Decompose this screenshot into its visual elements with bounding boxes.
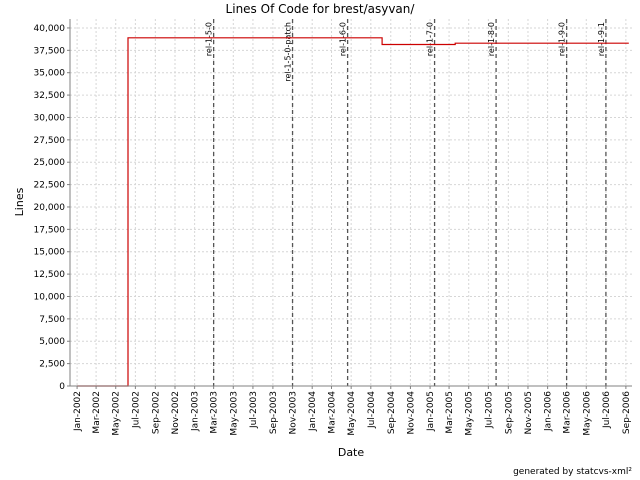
x-tick-label: Sep-2003 (269, 391, 279, 434)
y-tick-label: 0 (59, 382, 65, 392)
release-marker-label: rel-1-9-0 (558, 22, 567, 56)
axes: 0 2,500 5,000 7,500 10,000 12,500 15,000 17,500… (34, 19, 632, 436)
x-tick-label: May-2002 (112, 391, 122, 436)
x-tick-label: May-2005 (465, 391, 475, 436)
y-tick-label: 37,500 (34, 46, 66, 56)
x-tick-label: Jul-2004 (367, 391, 377, 429)
grid (70, 19, 632, 387)
x-tick-label: Sep-2002 (151, 391, 161, 434)
y-tick-label: 17,500 (34, 225, 66, 235)
y-tick-label: 32,500 (34, 91, 66, 101)
x-axis-title: Date (338, 446, 365, 459)
release-marker-label: rel-1-6-0 (339, 22, 348, 56)
y-tick-label: 35,000 (34, 69, 66, 79)
y-tick-label: 30,000 (34, 113, 66, 123)
x-tick-label: May-2003 (229, 391, 239, 436)
x-tick-label: Jul-2003 (249, 391, 259, 429)
chart-title: Lines Of Code for brest/asyvan/ (226, 2, 416, 16)
x-tick-label: Jan-2002 (73, 391, 83, 432)
x-tick-label: Nov-2005 (524, 391, 534, 434)
y-tick-label: 22,500 (34, 181, 66, 191)
release-marker-label: rel-1-7-0 (426, 22, 435, 56)
x-tick-label: Jul-2006 (602, 391, 612, 429)
x-tick-label: May-2004 (347, 391, 357, 436)
x-tick-label: Mar-2002 (92, 391, 102, 434)
y-tick-label: 10,000 (34, 292, 66, 302)
plot-area (70, 19, 632, 386)
x-tick-label: Sep-2006 (622, 391, 632, 434)
release-markers: rel-1-5-0 rel-1-5-0-patch rel-1-6-0 rel-1-7… (205, 19, 607, 386)
series-lines (77, 37, 629, 387)
x-tick-label: Jan-2005 (426, 391, 436, 432)
y-tick-label: 20,000 (34, 203, 66, 213)
y-tick-label: 7,500 (39, 315, 65, 325)
x-tick-label: Nov-2003 (289, 391, 299, 434)
release-marker-label: rel-1-5-0-patch (284, 22, 293, 82)
x-tick-label: Sep-2004 (387, 391, 397, 434)
x-tick-label: May-2006 (582, 391, 592, 436)
y-axis-title: Lines (13, 187, 26, 216)
y-tick-label: 2,500 (39, 360, 65, 370)
release-marker-label: rel-1-5-0 (205, 22, 214, 56)
x-tick-label: Nov-2004 (406, 391, 416, 435)
x-tick-label: Jul-2005 (484, 391, 494, 429)
lines-series-line (77, 37, 629, 387)
x-tick-label: Jan-2003 (191, 391, 201, 432)
release-marker-label: rel-1-9-1 (597, 22, 606, 56)
x-tick-label: Mar-2006 (563, 391, 573, 434)
generator-footer: generated by statcvs-xml² (513, 467, 632, 477)
y-tick-label: 5,000 (39, 337, 65, 347)
y-tick-label: 25,000 (34, 158, 66, 168)
x-tick-label: Mar-2003 (210, 391, 220, 434)
y-tick-label: 27,500 (34, 136, 66, 146)
y-tick-label: 15,000 (34, 248, 66, 258)
x-tick-label: Mar-2005 (445, 391, 455, 434)
x-tick-label: Jul-2002 (131, 391, 141, 429)
y-tick-label: 12,500 (34, 270, 66, 280)
x-tick-label: Jan-2006 (544, 391, 554, 432)
x-tick-label: Mar-2004 (328, 391, 338, 434)
release-marker-label: rel-1-8-0 (487, 22, 496, 56)
x-tick-label: Sep-2005 (504, 391, 514, 434)
y-tick-label: 40,000 (34, 24, 66, 34)
x-tick-label: Nov-2002 (171, 391, 181, 434)
x-tick-label: Jan-2004 (308, 391, 318, 432)
